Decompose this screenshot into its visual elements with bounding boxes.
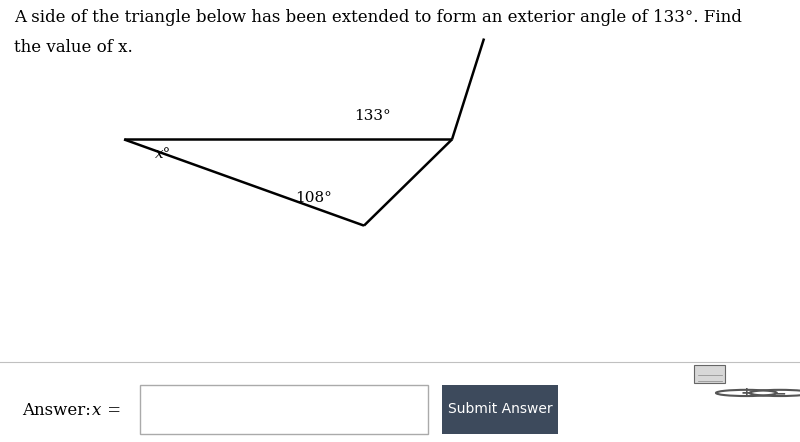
- Text: =: =: [102, 402, 122, 419]
- Text: the value of x.: the value of x.: [14, 38, 133, 56]
- Text: A side of the triangle below has been extended to form an exterior angle of 133°: A side of the triangle below has been ex…: [14, 9, 742, 26]
- Text: 133°: 133°: [354, 109, 390, 123]
- FancyBboxPatch shape: [140, 385, 428, 434]
- Text: 108°: 108°: [295, 191, 332, 206]
- FancyBboxPatch shape: [442, 385, 558, 434]
- Text: x: x: [92, 402, 102, 419]
- Text: Submit Answer: Submit Answer: [448, 402, 552, 416]
- Text: −: −: [774, 386, 786, 400]
- Text: +: +: [741, 386, 752, 400]
- Text: x°: x°: [155, 148, 171, 161]
- FancyBboxPatch shape: [694, 365, 725, 383]
- Text: Answer:: Answer:: [22, 402, 97, 419]
